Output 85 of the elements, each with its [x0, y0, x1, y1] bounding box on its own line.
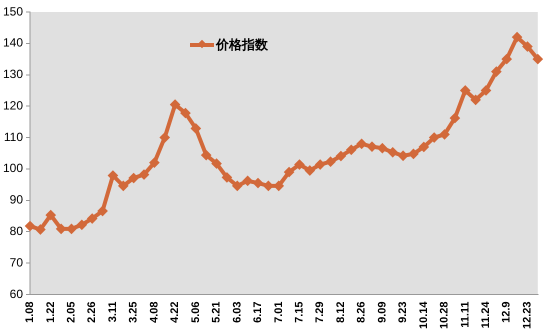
point: [378, 144, 387, 153]
y-tick-label: 120: [2, 98, 24, 112]
x-tick-label: 11.11: [459, 301, 472, 328]
point: [202, 150, 211, 160]
x-tick-label: 6.17: [252, 301, 264, 323]
point: [36, 225, 45, 234]
point: [522, 42, 532, 52]
point: [264, 181, 273, 190]
point: [398, 151, 408, 160]
x-tick-label: 4.08: [148, 301, 160, 323]
x-tick-label: 5.21: [210, 301, 223, 323]
point: [471, 95, 480, 104]
point: [533, 54, 542, 64]
x-tick-label: 10.28: [438, 301, 451, 330]
x-tick-label: 1.08: [24, 301, 36, 323]
point: [430, 133, 439, 142]
point: [108, 171, 118, 180]
point: [191, 124, 200, 133]
point: [440, 130, 450, 139]
point: [180, 108, 190, 118]
point: [481, 86, 490, 95]
point: [502, 54, 512, 64]
x-tick-label: 4.22: [169, 301, 182, 323]
y-tick-label: 110: [4, 130, 24, 144]
point: [388, 148, 398, 157]
point: [77, 220, 86, 230]
point: [274, 181, 284, 190]
x-tick-label: 9.09: [376, 301, 388, 323]
point: [212, 159, 222, 168]
x-tick-label: 6.03: [231, 301, 244, 323]
x-tick-label: 2.26: [86, 301, 98, 323]
point: [150, 158, 159, 168]
point: [98, 206, 108, 216]
point: [26, 222, 35, 231]
point: [512, 32, 522, 42]
point: [336, 152, 346, 161]
point: [316, 160, 325, 170]
y-tick-label: 80: [10, 224, 24, 238]
point: [450, 114, 460, 123]
point: [129, 174, 138, 183]
point: [326, 157, 336, 166]
point: [408, 149, 418, 158]
x-tick-label: 3.11: [106, 301, 119, 322]
point: [367, 142, 376, 152]
x-tick-label: 5.06: [190, 301, 202, 323]
point: [170, 100, 180, 110]
point: [243, 176, 252, 186]
point: [305, 166, 314, 175]
x-tick-label: 3.25: [128, 301, 140, 323]
y-tick-label: 130: [2, 67, 24, 82]
y-tick-label: 60: [10, 286, 24, 301]
point: [160, 133, 170, 142]
y-tick-label: 140: [2, 36, 24, 50]
point: [284, 168, 294, 177]
point: [294, 160, 304, 170]
x-tick-label: 8.26: [356, 301, 368, 323]
point: [88, 214, 97, 224]
point: [222, 172, 232, 182]
x-tick-label: 7.01: [272, 301, 285, 323]
point: [254, 178, 263, 188]
point: [346, 145, 356, 154]
point: [232, 181, 242, 190]
x-tick-label: 12.9: [500, 301, 513, 323]
x-tick-label: 2.05: [66, 301, 78, 323]
y-tick-label: 150: [2, 4, 24, 18]
y-tick-label: 70: [10, 255, 24, 270]
x-tick-label: 10.14: [418, 300, 430, 330]
point: [140, 170, 149, 180]
point: [357, 139, 366, 148]
x-tick-label: 8.12: [334, 301, 347, 323]
y-tick-label: 100: [2, 161, 24, 176]
point: [492, 67, 501, 76]
x-tick-label: 7.29: [314, 301, 326, 323]
point: [56, 224, 66, 234]
point: [46, 210, 56, 220]
y-tick-label: 90: [10, 192, 24, 207]
legend-label: 价格指数: [216, 37, 268, 54]
point: [460, 86, 470, 95]
point: [118, 181, 128, 190]
x-tick-label: 11.24: [480, 300, 492, 328]
x-tick-label: 7.15: [293, 301, 306, 323]
x-tick-label: 9.23: [397, 301, 410, 323]
x-tick-label: 1.22: [44, 301, 57, 323]
x-tick-label: 12.23: [521, 301, 534, 330]
point: [419, 142, 428, 152]
